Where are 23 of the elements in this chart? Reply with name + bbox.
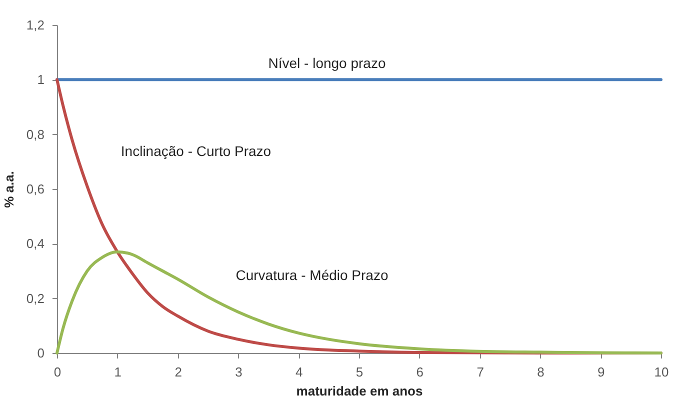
x-tick-label: 5 xyxy=(356,364,364,380)
x-tick-label: 4 xyxy=(295,364,303,380)
y-axis-title: % a.a. xyxy=(1,171,16,208)
x-tick-label: 3 xyxy=(235,364,242,380)
series-label: Nível - longo prazo xyxy=(268,55,386,71)
x-tick-label: 6 xyxy=(416,364,424,380)
x-tick-label: 10 xyxy=(654,364,669,380)
y-tick-label: 0,4 xyxy=(26,236,44,252)
x-tick-label: 7 xyxy=(476,364,484,380)
x-tick-label: 0 xyxy=(54,364,62,380)
y-tick-label: 1 xyxy=(37,72,44,88)
series-label: Curvatura - Médio Prazo xyxy=(236,267,388,283)
x-axis-title: maturidade em anos xyxy=(296,384,423,398)
x-tick-label: 8 xyxy=(537,364,544,380)
y-tick-label: 0,2 xyxy=(26,290,44,306)
y-tick-label: 0,8 xyxy=(26,126,44,142)
text: Inclinação - Curto Prazo xyxy=(120,143,272,159)
y-tick-label: 1,2 xyxy=(26,18,44,32)
x-tick-label: 2 xyxy=(174,364,182,380)
x-tick-label: 9 xyxy=(597,364,605,380)
y-tick-label: 0,6 xyxy=(26,182,44,196)
y-tick-label: 0 xyxy=(37,346,44,360)
x-tick-label: 1 xyxy=(114,364,122,380)
